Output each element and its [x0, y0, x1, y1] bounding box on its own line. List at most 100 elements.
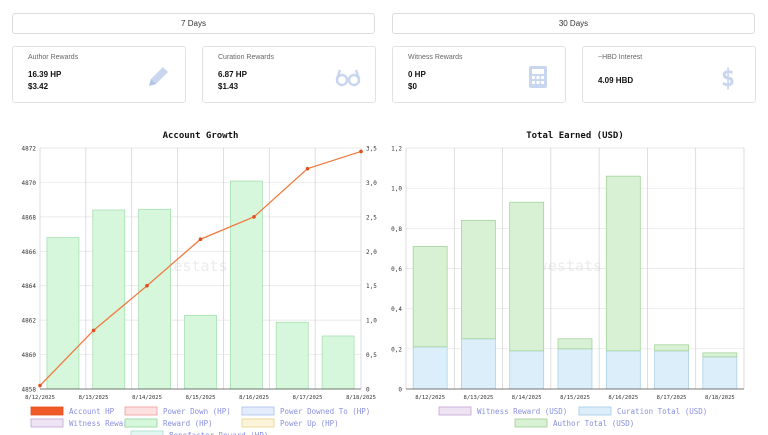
account-hp-point	[305, 166, 310, 171]
author-usd-bar	[702, 352, 738, 358]
legend-swatch	[130, 430, 164, 435]
y-left-tick-label: 4870	[22, 180, 37, 187]
seven-days-button[interactable]: 7 Days	[12, 13, 375, 34]
curation-rewards-hp: 6.87 HP	[218, 70, 247, 79]
author-usd-bar	[557, 338, 593, 350]
legend-label: Account HP	[69, 407, 115, 416]
x-tick-label: 8/16/2025	[239, 395, 269, 401]
reward-hp-bar	[230, 180, 263, 390]
chart-title: Total Earned (USD)	[526, 131, 624, 141]
curation-rewards-card: Curation Rewards 6.87 HP $1.43	[202, 46, 376, 103]
reward-hp-bar	[46, 237, 80, 390]
y-left-tick-label: 4860	[22, 352, 37, 359]
x-tick-label: 8/15/2025	[560, 395, 590, 401]
x-tick-label: 8/14/2025	[132, 395, 162, 401]
y-left-tick-label: 4862	[22, 318, 37, 325]
hbd-interest-label: ~HBD Interest	[598, 54, 643, 61]
witness-rewards-card: Witness Rewards 0 HP $0	[392, 46, 566, 103]
author-usd-bar	[605, 175, 641, 352]
chart-watermark: hivestats.io	[521, 257, 629, 275]
y-right-tick-label: 2,0	[366, 249, 377, 256]
pencil-icon	[149, 67, 168, 86]
y-right-tick-label: 3,5	[366, 146, 377, 153]
curation-usd-bar	[509, 350, 545, 390]
y-left-tick-label: 4866	[22, 249, 37, 256]
y-tick-label: 0,8	[391, 226, 402, 233]
reward-hp-bar	[321, 335, 355, 390]
y-tick-label: 1,0	[391, 186, 402, 193]
hbd-interest-card: ~HBD Interest 4.09 HBD $	[582, 46, 756, 103]
total-earned-chart: Total Earned (USD) hivestats.io 1,2 1,0 0,8 0…	[391, 131, 745, 428]
y-tick-label: 0,6	[391, 266, 402, 273]
y-right-tick-label: 0,5	[366, 352, 377, 359]
curation-usd-bar	[702, 356, 738, 390]
author-usd-bar	[509, 201, 545, 352]
x-tick-label: 8/17/2025	[293, 395, 323, 401]
y-right-tick-label: 1,5	[366, 283, 377, 290]
legend-swatch	[241, 406, 275, 416]
account-hp-point	[145, 283, 149, 288]
calculator-icon	[529, 66, 547, 88]
legend-swatch	[30, 418, 64, 428]
legend-label: Power Down (HP)	[163, 407, 231, 416]
legend-label: Author Total (USD)	[553, 419, 634, 428]
y-left-tick-label: 4864	[22, 283, 37, 290]
legend-swatch	[438, 406, 472, 416]
witness-rewards-label: Witness Rewards	[408, 54, 463, 61]
legend-label: Benefactor Reward (HP)	[169, 431, 268, 435]
thirty-days-button[interactable]: 30 Days	[392, 13, 755, 34]
y-left-tick-label: 4858	[22, 387, 37, 394]
chart-watermark: hivestats.io	[146, 257, 254, 275]
legend-swatch	[124, 406, 158, 416]
svg-text:$: $	[721, 64, 735, 90]
curation-rewards-usd: $1.43	[218, 82, 239, 91]
reward-hp-bar	[92, 209, 126, 390]
author-rewards-card: Author Rewards 16.39 HP $3.42	[12, 46, 186, 103]
account-hp-point	[91, 328, 96, 333]
author-usd-bar	[412, 246, 448, 348]
x-tick-label: 8/18/2025	[705, 395, 735, 401]
account-hp-point	[252, 215, 256, 219]
curation-rewards-label: Curation Rewards	[218, 54, 275, 61]
account-hp-point	[38, 383, 42, 388]
y-right-tick-label: 2,5	[366, 214, 377, 221]
y-right-tick-label: 1,0	[366, 318, 377, 325]
legend-swatch	[124, 418, 158, 428]
curation-usd-bar	[605, 350, 641, 390]
y-right-tick-label: 3,0	[366, 180, 377, 187]
reward-hp-bar	[138, 208, 171, 390]
x-tick-label: 8/13/2025	[464, 395, 494, 401]
author-rewards-hp: 16.39 HP	[28, 70, 62, 79]
x-tick-label: 8/14/2025	[512, 395, 542, 401]
legend-label: Witness Reward (HP)	[69, 419, 155, 428]
x-tick-label: 8/16/2025	[608, 395, 638, 401]
dollar-icon: $	[721, 64, 735, 90]
x-tick-label: 8/18/2025	[346, 395, 376, 401]
legend-label: Curation Total (USD)	[617, 407, 707, 416]
glasses-icon	[335, 69, 361, 87]
y-tick-label: 0,2	[391, 346, 402, 353]
curation-usd-bar	[654, 350, 689, 390]
witness-rewards-hp: 0 HP	[408, 70, 426, 79]
author-usd-bar	[654, 344, 689, 352]
author-usd-bar	[461, 219, 496, 340]
witness-rewards-usd: $0	[408, 82, 417, 91]
y-right-tick-label: 0	[366, 387, 370, 394]
legend-label: Power Downed To (HP)	[280, 407, 370, 416]
chart-title: Account Growth	[163, 131, 239, 141]
legend-label: Witness Reward (USD)	[477, 407, 567, 416]
y-left-tick-label: 4872	[22, 146, 37, 153]
curation-usd-bar	[412, 346, 448, 390]
y-tick-label: 1,2	[391, 146, 402, 153]
author-rewards-usd: $3.42	[28, 82, 49, 91]
x-tick-label: 8/12/2025	[25, 395, 55, 401]
x-tick-label: 8/15/2025	[186, 395, 216, 401]
y-tick-label: 0,4	[391, 306, 402, 313]
legend-label: Power Up (HP)	[280, 419, 339, 428]
x-tick-label: 8/12/2025	[415, 395, 445, 401]
account-hp-point	[359, 149, 363, 154]
account-hp-point	[198, 237, 203, 242]
legend-swatch	[30, 406, 64, 416]
curation-usd-bar	[557, 348, 593, 390]
x-tick-label: 8/17/2025	[657, 395, 687, 401]
